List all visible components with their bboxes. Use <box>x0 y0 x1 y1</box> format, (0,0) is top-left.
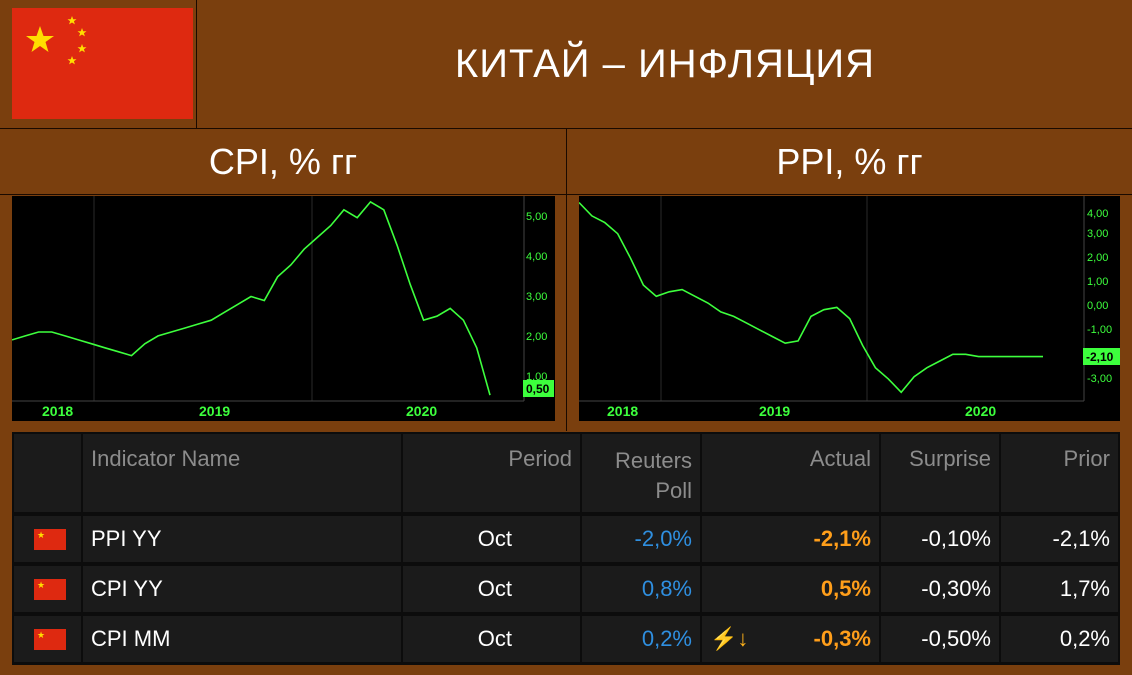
y-tick-label: 4,00 <box>526 251 547 263</box>
header-cell <box>14 434 81 512</box>
ppi-chart: 2018 2019 2020 4,00 3,00 2,00 1,00 0,00 … <box>578 196 1120 421</box>
last-value-label: -2,10 <box>1086 350 1114 364</box>
y-tick-label: 0,00 <box>1087 300 1108 312</box>
header-line: Poll <box>655 478 692 503</box>
period-value: Oct <box>403 616 580 662</box>
indicator-name[interactable]: CPI MM <box>83 616 401 662</box>
table-row: ★ <box>14 616 81 662</box>
last-value-badge <box>523 380 554 397</box>
prior-value: 0,2% <box>1001 616 1118 662</box>
prior-value: -2,1% <box>1001 516 1118 562</box>
x-tick-label: 2018 <box>607 403 638 419</box>
surprise-value: -0,10% <box>881 516 999 562</box>
page-title: КИТАЙ – ИНФЛЯЦИЯ <box>454 41 876 86</box>
column-header-reuters-poll[interactable]: Reuters Poll <box>582 434 700 512</box>
period-value: Oct <box>403 566 580 612</box>
table-row: ★ <box>14 566 81 612</box>
indicators-table: Indicator Name Period Reuters Poll Actua… <box>12 432 1120 665</box>
cpi-chart: 2018 2019 2020 5,00 4,00 3,00 2,00 1,00 … <box>11 196 555 421</box>
y-tick-label: 2,00 <box>526 331 547 343</box>
cpi-series-line <box>11 200 491 396</box>
ppi-chart-svg: 2018 2019 2020 4,00 3,00 2,00 1,00 0,00 … <box>578 196 1120 419</box>
china-flag-icon: ★ <box>34 579 66 600</box>
actual-value: -0,3% <box>813 626 871 651</box>
surprise-alert-icon: ⚡↓ <box>710 626 749 651</box>
china-flag-icon: ★ <box>34 529 66 550</box>
poll-value: 0,8% <box>582 566 700 612</box>
column-header-surprise[interactable]: Surprise <box>881 434 999 512</box>
x-tick-label: 2020 <box>965 403 996 419</box>
actual-cell: ⚡↓ -0,3% <box>702 616 879 662</box>
last-value-label: 0,50 <box>526 382 550 396</box>
x-tick-label: 2020 <box>406 403 437 419</box>
table-row: ★ <box>14 516 81 562</box>
surprise-value: -0,50% <box>881 616 999 662</box>
x-tick-label: 2018 <box>42 403 73 419</box>
column-header-actual[interactable]: Actual <box>702 434 879 512</box>
y-tick-label: 5,00 <box>526 211 547 223</box>
cpi-chart-svg: 2018 2019 2020 5,00 4,00 3,00 2,00 1,00 … <box>11 196 554 419</box>
actual-value: 0,5% <box>702 566 879 612</box>
poll-value: 0,2% <box>582 616 700 662</box>
y-tick-label: 1,00 <box>1087 276 1108 288</box>
y-tick-label: 3,00 <box>526 291 547 303</box>
divider <box>566 128 567 431</box>
y-tick-label: 4,00 <box>1087 208 1108 220</box>
x-tick-label: 2019 <box>199 403 230 419</box>
cpi-chart-title: CPI, % гг <box>208 140 358 182</box>
y-tick-label: 3,00 <box>1087 228 1108 240</box>
last-value-badge <box>1083 348 1120 365</box>
actual-value: -2,1% <box>702 516 879 562</box>
ppi-series-line <box>578 201 1043 394</box>
china-flag-icon: ★ <box>34 629 66 650</box>
poll-value: -2,0% <box>582 516 700 562</box>
header: КИТАЙ – ИНФЛЯЦИЯ <box>0 0 1132 128</box>
indicator-name[interactable]: PPI YY <box>83 516 401 562</box>
column-header-prior[interactable]: Prior <box>1001 434 1118 512</box>
indicator-name[interactable]: CPI YY <box>83 566 401 612</box>
period-value: Oct <box>403 516 580 562</box>
surprise-value: -0,30% <box>881 566 999 612</box>
y-tick-label: 2,00 <box>1087 252 1108 264</box>
ppi-chart-title: PPI, % гг <box>776 140 923 182</box>
flag-cell <box>0 0 197 128</box>
y-tick-label: -1,00 <box>1087 324 1112 336</box>
y-tick-label: -3,00 <box>1087 373 1112 385</box>
china-flag-icon <box>12 8 193 119</box>
column-header-indicator[interactable]: Indicator Name <box>83 434 401 512</box>
prior-value: 1,7% <box>1001 566 1118 612</box>
column-header-period[interactable]: Period <box>403 434 580 512</box>
header-line: Reuters <box>614 448 692 473</box>
x-tick-label: 2019 <box>759 403 790 419</box>
